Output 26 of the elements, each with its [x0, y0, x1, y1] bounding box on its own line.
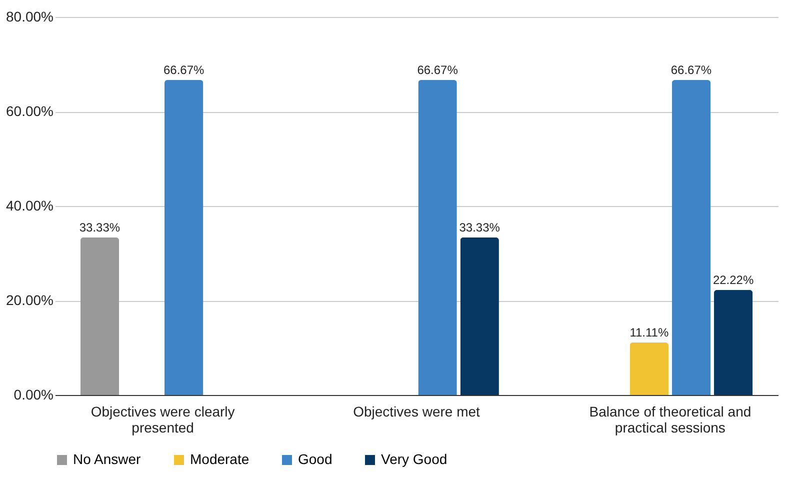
bar: [714, 290, 753, 395]
data-label: 33.33%: [79, 220, 120, 235]
bar: [630, 342, 668, 395]
x-tick-label: Objectives were met: [353, 404, 480, 420]
data-label: 11.11%: [630, 326, 669, 340]
data-label: 66.67%: [417, 62, 458, 77]
y-tick-label: 40.00%: [6, 198, 54, 214]
bar: [80, 238, 120, 395]
bar: [164, 80, 204, 395]
data-label: 66.67%: [163, 62, 205, 77]
y-tick-label: 80.00%: [6, 8, 54, 24]
y-tick-label: 20.00%: [6, 292, 54, 308]
legend-label: Moderate: [190, 451, 250, 467]
y-tick-label: 0.00%: [14, 386, 54, 402]
x-tick-label: Objectives were clearly presented: [90, 404, 235, 436]
legend-label: No Answer: [73, 451, 142, 467]
y-tick-label: 60.00%: [6, 103, 54, 119]
data-label: 22.22%: [712, 273, 754, 288]
legend-label: Good: [298, 451, 332, 467]
bar: [672, 80, 711, 395]
x-tick-label: Balance of theoretical and practical sessions: [589, 404, 752, 436]
data-label: 66.67%: [670, 62, 712, 77]
bar: [418, 80, 457, 395]
bar: [460, 238, 499, 395]
legend-label: Very Good: [381, 451, 448, 467]
data-label: 33.33%: [459, 220, 500, 235]
